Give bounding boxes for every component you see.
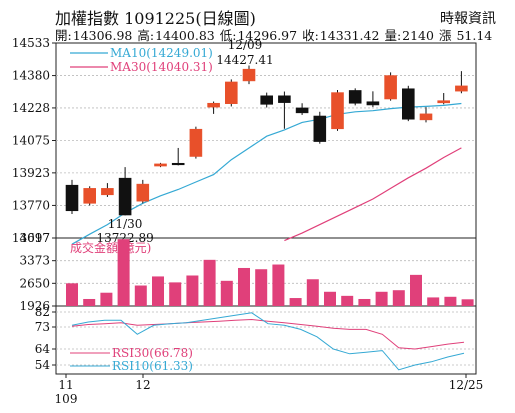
candle-body: [331, 92, 344, 130]
candle-body: [295, 107, 309, 114]
close-value: 14331.42: [319, 28, 380, 43]
volume-bar: [83, 298, 96, 306]
y-tick-label: 54: [35, 358, 51, 372]
y-tick-label: 13923: [12, 166, 50, 180]
volume-bar: [272, 264, 285, 306]
volume-label: 量:: [384, 28, 402, 43]
rsi-line: [71, 312, 465, 371]
ma30-line: [284, 147, 462, 242]
y-tick-label: 14075: [12, 134, 50, 148]
candle-body: [65, 184, 79, 212]
legend-label: MA10(14249.01): [110, 46, 213, 60]
y-tick-label: 2650: [19, 276, 50, 290]
volume-bar: [152, 276, 164, 306]
y-tick-label: 1926: [19, 299, 50, 313]
volume-bar: [203, 259, 216, 306]
candle-body: [401, 88, 415, 120]
volume-bar: [375, 291, 388, 306]
candle-body: [225, 81, 238, 104]
candle-body: [242, 68, 256, 82]
volume-bar: [66, 283, 78, 306]
volume-bar: [324, 291, 336, 306]
y-tick-label: 64: [35, 342, 51, 356]
y-tick-label: 13617: [12, 231, 50, 245]
volume-bar: [100, 292, 113, 306]
volume-bar: [117, 239, 130, 306]
x-tick-label: 12: [135, 378, 150, 392]
candle-body: [366, 101, 380, 106]
candle-body: [118, 177, 132, 216]
y-tick-label: 13770: [12, 198, 50, 212]
legend-label: MA30(14040.31): [110, 60, 213, 74]
candle-body: [348, 90, 362, 104]
y-tick-label: 73: [35, 320, 50, 334]
change-value: 51.14: [456, 28, 493, 43]
y-tick-label: 3373: [19, 254, 50, 268]
ohlc-summary: 開:14306.98 高:14400.83 低:14296.97 收:14331…: [55, 25, 493, 44]
volume-bar: [392, 290, 405, 306]
candle-body: [189, 128, 203, 157]
y-tick-label: 82: [35, 305, 50, 319]
y-tick-label: 14380: [12, 69, 50, 83]
volume-bar: [461, 299, 474, 306]
volume-bar: [341, 295, 354, 306]
volume-bar: [306, 279, 319, 306]
high-label: 高:: [137, 28, 155, 43]
candle-body: [278, 95, 291, 103]
annotation-low-date: 11/30: [108, 217, 143, 231]
legend-label: RSI30(66.78): [112, 346, 193, 360]
rsi-line: [71, 318, 465, 350]
chart-title: 加權指數 1091225(日線圖): [55, 9, 256, 28]
volume-value: 2140: [402, 28, 434, 43]
volume-bar: [410, 274, 422, 306]
candle-body: [419, 113, 433, 121]
close-label: 收:: [302, 28, 319, 43]
low-value: 14296.97: [237, 28, 298, 43]
candle-body: [101, 188, 114, 196]
y-tick-label: 14228: [12, 101, 50, 115]
candle-body: [313, 115, 327, 142]
candle-body: [136, 183, 150, 202]
volume-bar: [186, 275, 199, 306]
candle-body: [207, 102, 220, 108]
y-tick-label: 4097: [19, 231, 50, 245]
annotation-high-date: 12/09: [228, 38, 263, 52]
candle-body: [437, 100, 451, 104]
candle-body: [154, 163, 167, 167]
volume-bar: [220, 280, 233, 306]
y-tick-label: 14533: [12, 36, 50, 50]
change-label: 漲: [438, 28, 456, 43]
volume-bar: [134, 285, 147, 306]
ma10-line: [71, 102, 462, 245]
x-tick-label: 12/25: [449, 378, 484, 392]
candle-body: [455, 85, 468, 92]
volume-bar: [289, 298, 302, 306]
annotation-low-value: 13722.89: [96, 231, 153, 245]
volume-bar: [255, 269, 268, 306]
low-label: 低:: [219, 28, 237, 43]
volume-bar: [427, 297, 440, 306]
volume-bar: [358, 298, 371, 306]
volume-bar: [444, 296, 457, 306]
volume-title: 成交金額(億元): [70, 240, 151, 255]
plot-frame: [55, 42, 477, 375]
candle-body: [260, 95, 274, 105]
x-tick-label: 11: [58, 378, 73, 392]
open-value: 14306.98: [72, 28, 133, 43]
candle-body: [171, 162, 185, 166]
high-value: 14400.83: [155, 28, 215, 43]
candle-body: [83, 188, 96, 204]
annotation-high-value: 14427.41: [216, 53, 273, 67]
x-tick-sublabel: 109: [55, 392, 78, 406]
open-label: 開:: [55, 28, 72, 43]
legend-label: RSI10(61.33): [112, 359, 193, 373]
source-label: 時報資訊: [440, 11, 496, 27]
candle-body: [384, 75, 397, 100]
volume-bar: [169, 282, 182, 306]
volume-bar: [238, 267, 250, 306]
